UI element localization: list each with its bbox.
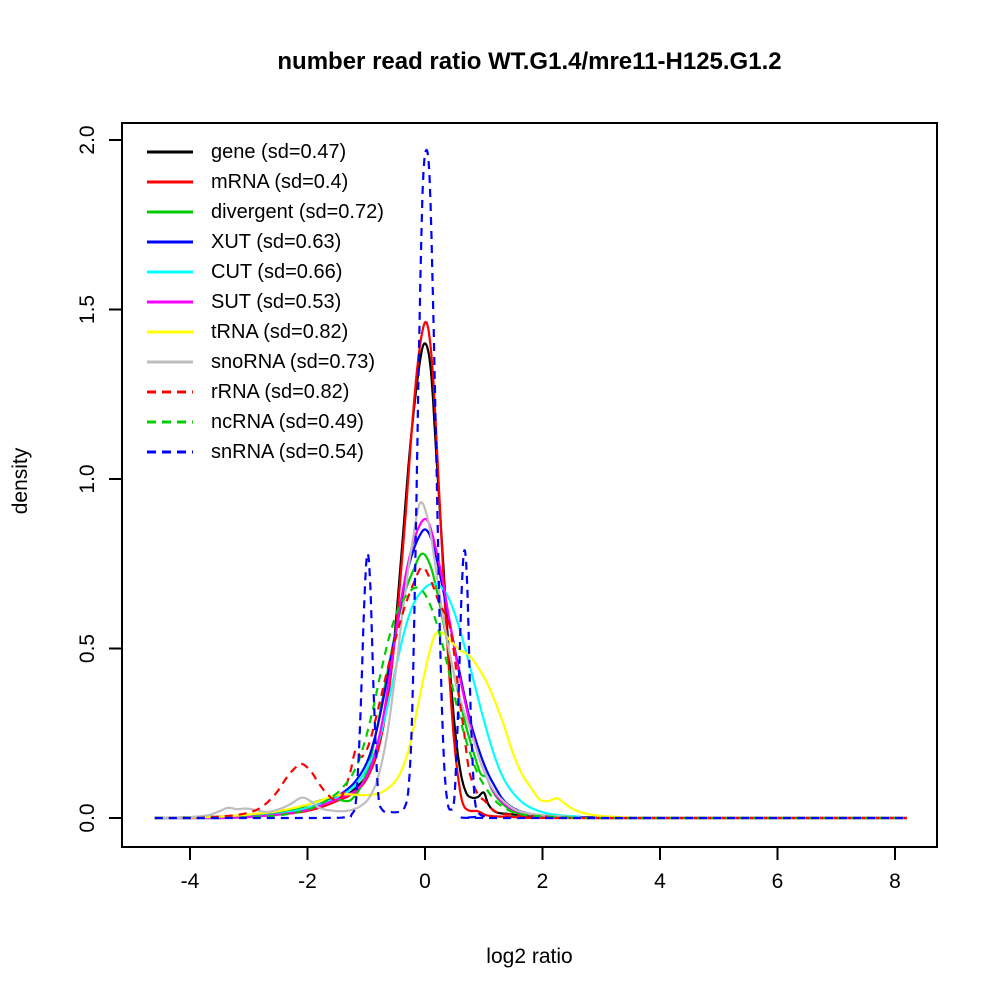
curve-CUT xyxy=(154,582,907,820)
legend-item-divergent: divergent (sd=0.72) xyxy=(147,197,384,227)
y-tick-label: 1.0 xyxy=(76,464,99,493)
legend-item-snRNA: snRNA (sd=0.54) xyxy=(147,437,384,467)
legend-item-tRNA: tRNA (sd=0.82) xyxy=(147,317,384,347)
x-tick-label: 2 xyxy=(537,870,549,893)
legend-line-sample xyxy=(147,150,193,154)
curve-XUT xyxy=(154,528,907,820)
legend-line-sample xyxy=(147,360,193,364)
legend-label: ncRNA (sd=0.49) xyxy=(211,410,364,433)
legend-line-sample xyxy=(147,390,193,394)
curve-SUT xyxy=(154,517,907,820)
legend-label: divergent (sd=0.72) xyxy=(211,200,384,223)
legend-item-rRNA: rRNA (sd=0.82) xyxy=(147,377,384,407)
x-axis-label: log2 ratio xyxy=(486,945,573,968)
legend-item-XUT: XUT (sd=0.63) xyxy=(147,227,384,257)
legend-line-sample xyxy=(147,210,193,214)
curve-snRNA xyxy=(154,148,907,820)
legend-item-snoRNA: snoRNA (sd=0.73) xyxy=(147,347,384,377)
legend-item-CUT: CUT (sd=0.66) xyxy=(147,257,384,287)
legend-label: snRNA (sd=0.54) xyxy=(211,440,364,463)
curve-divergent xyxy=(154,552,907,820)
legend-line-sample xyxy=(147,240,193,244)
legend-line-sample xyxy=(147,450,193,454)
y-tick-label: 2.0 xyxy=(76,125,99,154)
legend: gene (sd=0.47) mRNA (sd=0.4) divergent (sd… xyxy=(147,137,384,467)
legend-item-ncRNA: ncRNA (sd=0.49) xyxy=(147,407,384,437)
curve-tRNA xyxy=(154,631,907,820)
legend-line-sample xyxy=(147,180,193,184)
legend-label: SUT (sd=0.53) xyxy=(211,290,342,313)
legend-line-sample xyxy=(147,420,193,424)
plot-box xyxy=(121,122,938,848)
curve-rRNA xyxy=(154,566,907,820)
legend-item-gene: gene (sd=0.47) xyxy=(147,137,384,167)
legend-line-sample xyxy=(147,270,193,274)
legend-label: XUT (sd=0.63) xyxy=(211,230,342,253)
legend-item-mRNA: mRNA (sd=0.4) xyxy=(147,167,384,197)
x-tick-label: 4 xyxy=(654,870,666,893)
legend-label: rRNA (sd=0.82) xyxy=(211,380,350,403)
x-tick-label: 6 xyxy=(772,870,784,893)
y-axis-label: density xyxy=(9,447,32,515)
y-tick-label: 1.5 xyxy=(76,295,99,324)
y-tick-label: 0.0 xyxy=(76,803,99,832)
legend-label: tRNA (sd=0.82) xyxy=(211,320,349,343)
legend-label: mRNA (sd=0.4) xyxy=(211,170,349,193)
curve-snoRNA xyxy=(154,501,907,820)
x-tick-label: -4 xyxy=(181,870,200,893)
plot-title: number read ratio WT.G1.4/mre11-H125.G1.… xyxy=(277,48,782,75)
x-tick-label: -2 xyxy=(298,870,317,893)
legend-label: snoRNA (sd=0.73) xyxy=(211,350,375,373)
legend-item-SUT: SUT (sd=0.53) xyxy=(147,287,384,317)
legend-line-sample xyxy=(147,300,193,304)
legend-line-sample xyxy=(147,330,193,334)
legend-label: CUT (sd=0.66) xyxy=(211,260,343,283)
x-tick-label: 0 xyxy=(419,870,431,893)
y-tick-label: 0.5 xyxy=(76,634,99,663)
legend-label: gene (sd=0.47) xyxy=(211,140,347,163)
curve-ncRNA xyxy=(154,586,907,820)
x-tick-label: 8 xyxy=(889,870,901,893)
